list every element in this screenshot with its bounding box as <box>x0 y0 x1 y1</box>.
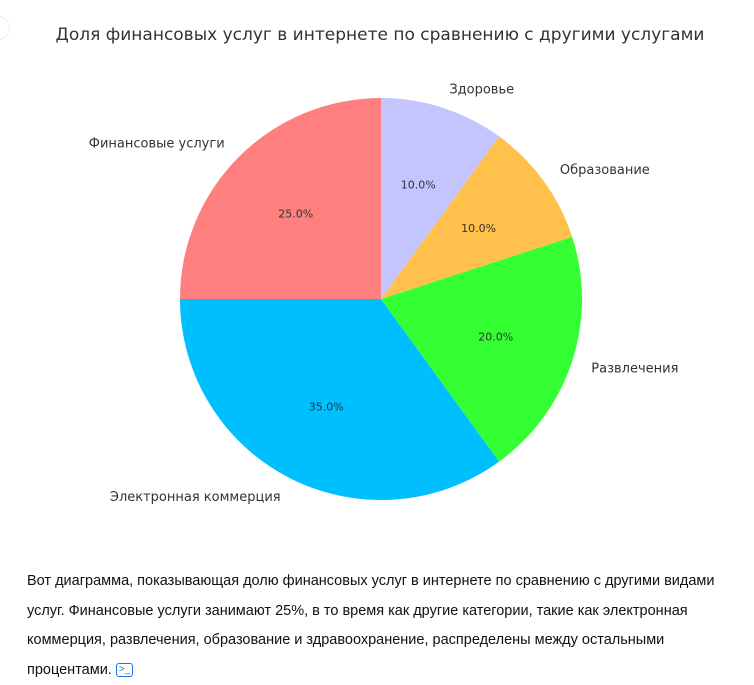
assistant-message: Вот диаграмма, показывающая долю финансо… <box>27 567 747 685</box>
pie-slice-3 <box>381 136 573 299</box>
pie-slice-0 <box>180 98 381 299</box>
slice-percent-label: 10.0% <box>461 222 496 235</box>
slice-category-label: Электронная коммерция <box>110 490 281 505</box>
chart-title: Доля финансовых услуг в интернете по сра… <box>56 25 705 45</box>
slice-category-label: Финансовые услуги <box>89 137 225 152</box>
pie-slice-2 <box>381 236 582 462</box>
slice-category-label: Развлечения <box>591 361 678 376</box>
pie-slice-4 <box>381 98 500 299</box>
slice-percent-label: 35.0% <box>309 400 344 413</box>
pie-chart: Доля финансовых услуг в интернете по сра… <box>56 25 705 505</box>
slice-percent-label: 25.0% <box>278 208 313 221</box>
slice-category-label: Здоровье <box>449 83 514 98</box>
message-text: Вот диаграмма, показывающая долю финансо… <box>27 573 715 678</box>
slice-percent-label: 10.0% <box>401 178 436 191</box>
code-interpreter-icon[interactable]: >_ <box>115 662 134 677</box>
slice-category-label: Образование <box>560 163 650 178</box>
pie-slice-1 <box>180 299 500 500</box>
slice-percent-label: 20.0% <box>478 330 513 343</box>
